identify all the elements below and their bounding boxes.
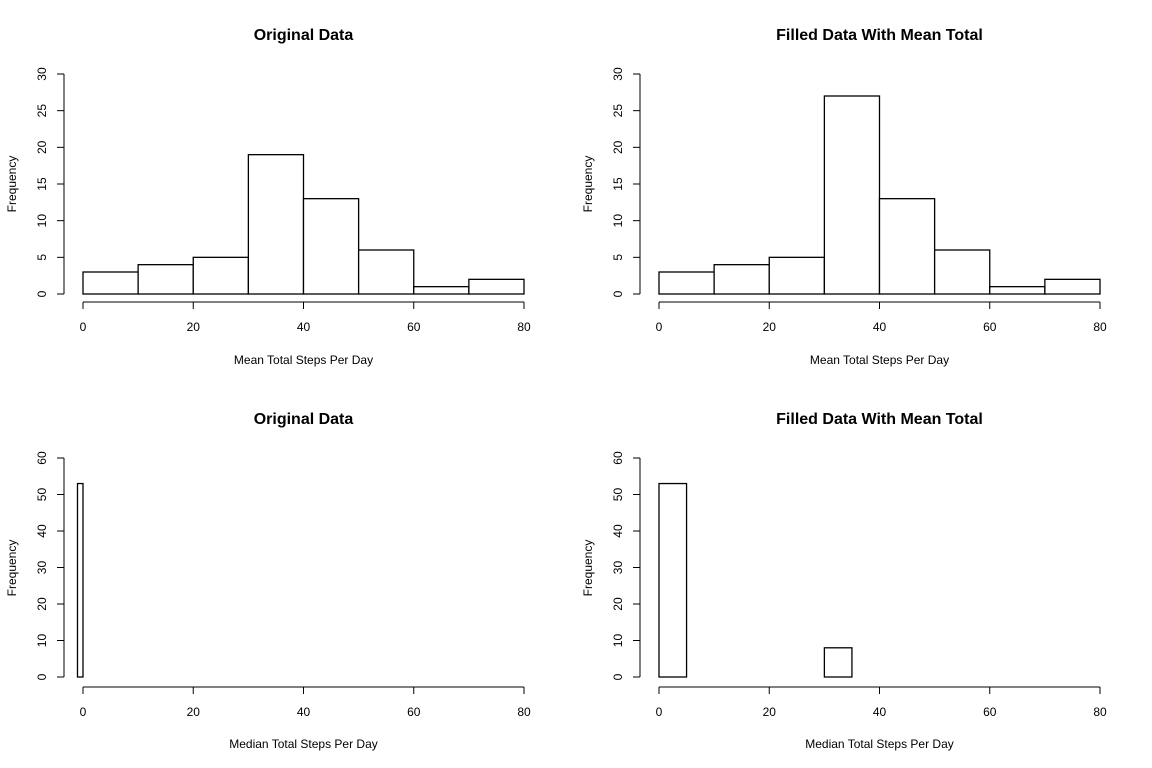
x-tick-label: 80 [1093, 705, 1107, 719]
histogram-bar [823, 647, 853, 678]
histogram-bar [468, 278, 525, 295]
chart-panel-1: Original Data 0 20 40 60 80 Mean Total Steps P… [5, 27, 531, 367]
y-tick-label: 25 [611, 104, 625, 118]
x-axis-label: Median Total Steps Per Day [805, 737, 954, 751]
chart-title: Original Data [254, 27, 354, 44]
chart-panel-3: Original Data 0 20 40 60 80 Median Total Steps… [5, 411, 531, 751]
y-tick-label: 15 [35, 177, 49, 191]
y-tick-label: 0 [35, 673, 49, 680]
y-tick-label: 40 [611, 524, 625, 538]
y-tick-label: 50 [35, 488, 49, 502]
y-tick-label: 60 [35, 451, 49, 465]
y-tick-label: 50 [611, 488, 625, 502]
chart-title: Original Data [254, 411, 354, 428]
histogram-bar [247, 154, 305, 295]
x-axis-label: Mean Total Steps Per Day [810, 353, 949, 367]
histogram-bar [413, 286, 470, 295]
y-tick-label: 0 [611, 673, 625, 680]
x-tick-label: 80 [517, 320, 531, 334]
x-tick-label: 40 [297, 320, 311, 334]
y-tick-label: 30 [35, 67, 49, 81]
y-tick-label: 0 [35, 290, 49, 297]
x-tick-label: 0 [656, 320, 663, 334]
y-tick-label: 10 [611, 634, 625, 648]
y-axis-label: Frequency [5, 540, 19, 597]
histogram-bar [302, 198, 360, 295]
y-tick-label: 20 [611, 597, 625, 611]
chart-panel-2: Filled Data With Mean Total 0 20 40 60 80 Mean… [581, 27, 1107, 367]
histogram-bar [658, 271, 715, 295]
y-tick-label: 20 [35, 597, 49, 611]
histogram-bar [768, 256, 826, 295]
chart-title: Filled Data With Mean Total [776, 27, 983, 44]
y-tick-label: 20 [611, 140, 625, 154]
x-tick-label: 60 [983, 320, 997, 334]
x-tick-label: 0 [80, 320, 87, 334]
y-tick-label: 30 [35, 561, 49, 575]
histogram-bar [76, 482, 84, 678]
histogram-bar [933, 249, 991, 295]
x-axis-label: Median Total Steps Per Day [229, 737, 378, 751]
x-tick-label: 60 [983, 705, 997, 719]
y-tick-label: 5 [611, 254, 625, 261]
x-tick-label: 80 [1093, 320, 1107, 334]
histogram-bar [989, 286, 1046, 295]
y-tick-label: 10 [35, 634, 49, 648]
y-tick-label: 20 [35, 140, 49, 154]
y-axis-label: Frequency [581, 156, 595, 213]
y-tick-label: 10 [611, 214, 625, 228]
histogram-bar [357, 249, 415, 295]
x-tick-label: 60 [407, 320, 421, 334]
y-tick-label: 0 [611, 290, 625, 297]
chart-panel-4: Filled Data With Mean Total 0 20 40 60 80 Medi… [581, 411, 1107, 751]
histogram-bar [878, 198, 936, 295]
x-tick-label: 0 [80, 705, 87, 719]
y-axis-label: Frequency [581, 540, 595, 597]
histogram-bar [713, 264, 770, 295]
x-tick-label: 0 [656, 705, 663, 719]
x-tick-label: 60 [407, 705, 421, 719]
y-tick-label: 30 [611, 561, 625, 575]
x-tick-label: 40 [873, 705, 887, 719]
y-tick-label: 5 [35, 254, 49, 261]
histogram-bar [823, 95, 881, 295]
y-tick-label: 30 [611, 67, 625, 81]
histogram-bar [1044, 278, 1101, 295]
histogram-bar [658, 482, 688, 678]
y-tick-label: 40 [35, 524, 49, 538]
x-tick-label: 20 [763, 705, 777, 719]
y-tick-label: 10 [35, 214, 49, 228]
y-axis-label: Frequency [5, 156, 19, 213]
histogram-bar [192, 256, 250, 295]
x-tick-label: 40 [873, 320, 887, 334]
x-tick-label: 40 [297, 705, 311, 719]
x-tick-label: 20 [187, 705, 201, 719]
x-axis-label: Mean Total Steps Per Day [234, 353, 373, 367]
histogram-bar [82, 271, 139, 295]
x-tick-label: 20 [187, 320, 201, 334]
y-tick-label: 15 [611, 177, 625, 191]
histogram-bar [137, 264, 194, 295]
y-tick-label: 60 [611, 451, 625, 465]
chart-title: Filled Data With Mean Total [776, 411, 983, 428]
x-tick-label: 80 [517, 705, 531, 719]
y-tick-label: 25 [35, 104, 49, 118]
x-tick-label: 20 [763, 320, 777, 334]
